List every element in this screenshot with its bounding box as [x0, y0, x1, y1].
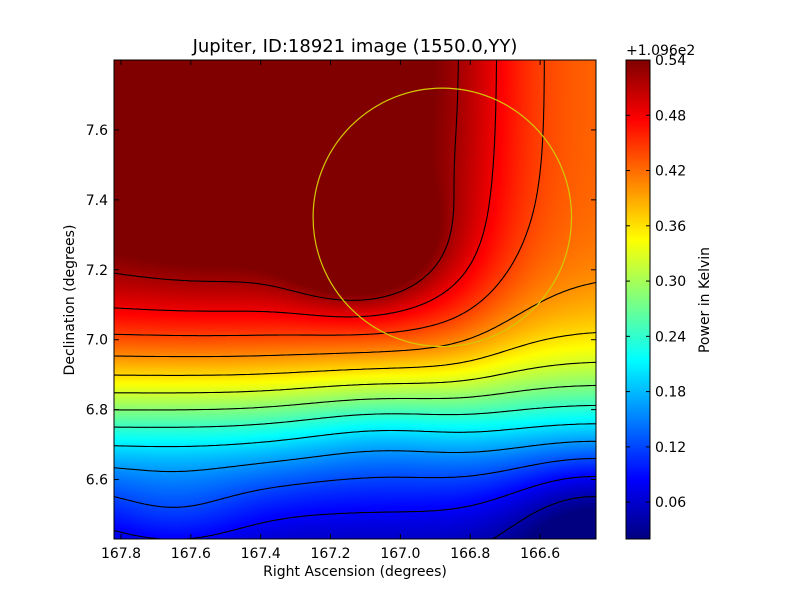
contour-line [114, 404, 596, 428]
colorbar: 0.06 0.12 0.18 0.24 0.30 0.36 0.42 0.48 0.54 +1.… [625, 43, 713, 540]
contour-line [114, 361, 596, 394]
contour-line [114, 60, 498, 318]
colorbar-offset-text: +1.096e2 [626, 43, 695, 59]
contour-line [114, 475, 596, 539]
colorbar-gradient [626, 60, 650, 539]
x-tick-label: 167.8 [101, 546, 141, 562]
colorbar-tick-label: 0.54 [655, 53, 686, 69]
x-tick-label: 166.8 [450, 546, 490, 562]
x-tick-label: 167.0 [380, 546, 420, 562]
colorbar-tick-label: 0.12 [655, 440, 686, 456]
plot-area: 167.8 167.6 167.4 167.2 167.0 166.8 166.6 6.66… [86, 59, 597, 562]
colorbar-tick-label: 0.30 [655, 274, 686, 290]
colorbar-tick-label: 0.24 [655, 329, 686, 345]
y-axis-label: Declination (degrees) [62, 225, 78, 376]
x-tick-label: 167.4 [241, 546, 281, 562]
x-tick-label: 167.2 [311, 546, 351, 562]
plot-frame [113, 59, 597, 540]
colorbar-label: Power in Kelvin [697, 247, 713, 353]
contour-line [114, 60, 545, 337]
colorbar-ticks: 0.06 0.12 0.18 0.24 0.30 0.36 0.42 0.48 0.54 [626, 53, 686, 511]
y-tick-label: 6.8 [86, 403, 108, 419]
y-tick-label: 7.2 [86, 263, 108, 279]
x-tick-label: 167.6 [171, 546, 211, 562]
y-axis-ticks: 6.6 6.8 7.0 7.2 7.4 7.6 [86, 123, 596, 489]
heatmap-image [114, 60, 596, 539]
x-axis-label: Right Ascension (degrees) [263, 564, 447, 580]
contour-lines [114, 60, 596, 539]
colorbar-tick-label: 0.48 [655, 108, 686, 124]
x-axis-ticks: 167.8 167.6 167.4 167.2 167.0 166.8 166.6 [101, 60, 560, 562]
y-tick-label: 7.4 [86, 193, 108, 209]
y-tick-label: 7.6 [86, 123, 108, 139]
contour-line [114, 384, 596, 411]
y-tick-label: 6.6 [86, 473, 108, 489]
x-tick-label: 166.6 [520, 546, 560, 562]
contour-line [114, 423, 596, 448]
contour-line [114, 458, 596, 508]
colorbar-tick-label: 0.36 [655, 219, 686, 235]
colorbar-frame [625, 59, 651, 540]
chart-title: Jupiter, ID:18921 image (1550.0,YY) [192, 36, 518, 57]
beam-circle [312, 87, 573, 348]
colorbar-tick-label: 0.18 [655, 385, 686, 401]
contour-line [114, 440, 596, 473]
contour-line [114, 60, 459, 301]
colorbar-tick-label: 0.06 [655, 495, 686, 511]
colorbar-tick-label: 0.42 [655, 164, 686, 180]
y-tick-label: 7.0 [86, 333, 108, 349]
contour-line [492, 496, 596, 539]
contour-line [114, 331, 596, 376]
contour-line [114, 281, 596, 358]
